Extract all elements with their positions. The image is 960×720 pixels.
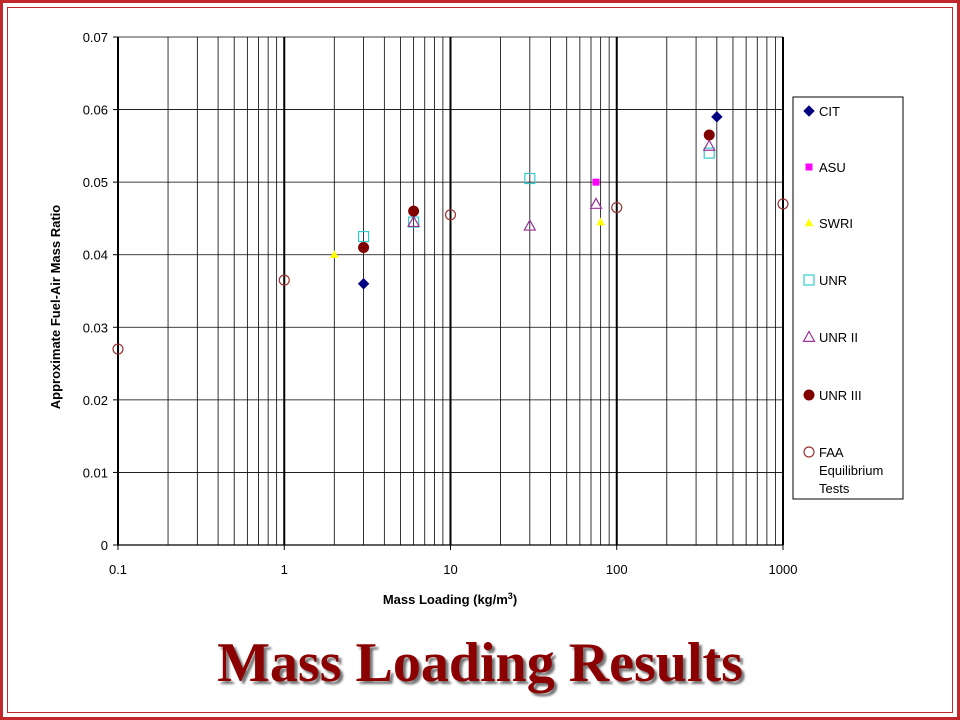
- y-tick-label: 0: [101, 538, 108, 553]
- legend-box: [792, 96, 904, 500]
- x-tick-label: 100: [606, 562, 628, 577]
- data-point-unr: [357, 230, 370, 243]
- legend-label-faa-equilibrium-tests: Equilibrium: [819, 463, 883, 478]
- data-point-swri: [329, 250, 339, 259]
- legend-marker-cit: [803, 105, 815, 117]
- y-tick-label: 0.04: [83, 248, 108, 263]
- data-point-faa-equilibrium-tests: [611, 201, 623, 214]
- legend-marker-unr-ii: [802, 330, 816, 342]
- data-point-faa-equilibrium-tests: [777, 198, 789, 210]
- data-point-faa-equilibrium-tests: [444, 209, 457, 221]
- legend-label-asu: ASU: [819, 160, 846, 175]
- data-point-unr-ii: [702, 139, 716, 151]
- legend-label-swri: SWRI: [819, 216, 853, 231]
- data-point-unr-iii: [703, 129, 715, 141]
- legend-marker-asu: [805, 163, 813, 171]
- y-tick-label: 0.06: [83, 103, 108, 118]
- x-tick-label: 1000: [769, 562, 798, 577]
- legend-marker-faa-equilibrium-tests: [803, 446, 815, 458]
- data-point-faa-equilibrium-tests: [278, 274, 290, 286]
- legend-marker-unr: [803, 274, 815, 286]
- legend-marker-swri: [804, 218, 814, 227]
- data-point-unr-ii: [589, 197, 603, 209]
- x-axis-title: Mass Loading (kg/m3): [383, 591, 517, 607]
- y-tick-label: 0.03: [83, 320, 108, 335]
- slide-title: Mass Loading Results: [217, 632, 743, 694]
- legend-label-faa-equilibrium-tests: FAA: [819, 445, 844, 460]
- x-tick-label: 0.1: [109, 562, 127, 577]
- legend-label-faa-equilibrium-tests: Tests: [819, 481, 850, 496]
- data-point-unr-ii: [407, 215, 421, 228]
- legend-label-unr-ii: UNR II: [819, 330, 858, 345]
- data-point-unr: [524, 172, 536, 185]
- y-tick-label: 0.05: [83, 175, 108, 190]
- y-tick-label: 0.07: [83, 30, 108, 45]
- legend-label-unr-iii: UNR III: [819, 388, 862, 403]
- data-point-cit: [711, 111, 723, 123]
- data-point-swri: [596, 217, 605, 226]
- x-tick-label: 1: [281, 562, 288, 577]
- x-tick-label: 10: [443, 562, 457, 577]
- y-tick-label: 0.01: [83, 465, 108, 480]
- y-tick-label: 0.02: [83, 393, 108, 408]
- legend-marker-unr-iii: [803, 389, 815, 401]
- legend-label-cit: CIT: [819, 104, 840, 119]
- data-point-unr: [703, 147, 715, 159]
- data-point-faa-equilibrium-tests: [112, 343, 124, 355]
- data-point-unr-iii: [358, 241, 370, 253]
- legend-label-unr: UNR: [819, 273, 847, 288]
- data-point-cit: [357, 278, 370, 290]
- data-point-unr-ii: [523, 218, 537, 231]
- y-axis-title: Approximate Fuel-Air Mass Ratio: [48, 205, 63, 409]
- slide-frame-inner: [7, 7, 953, 713]
- data-point-unr-iii: [408, 205, 420, 217]
- data-point-asu: [592, 178, 600, 186]
